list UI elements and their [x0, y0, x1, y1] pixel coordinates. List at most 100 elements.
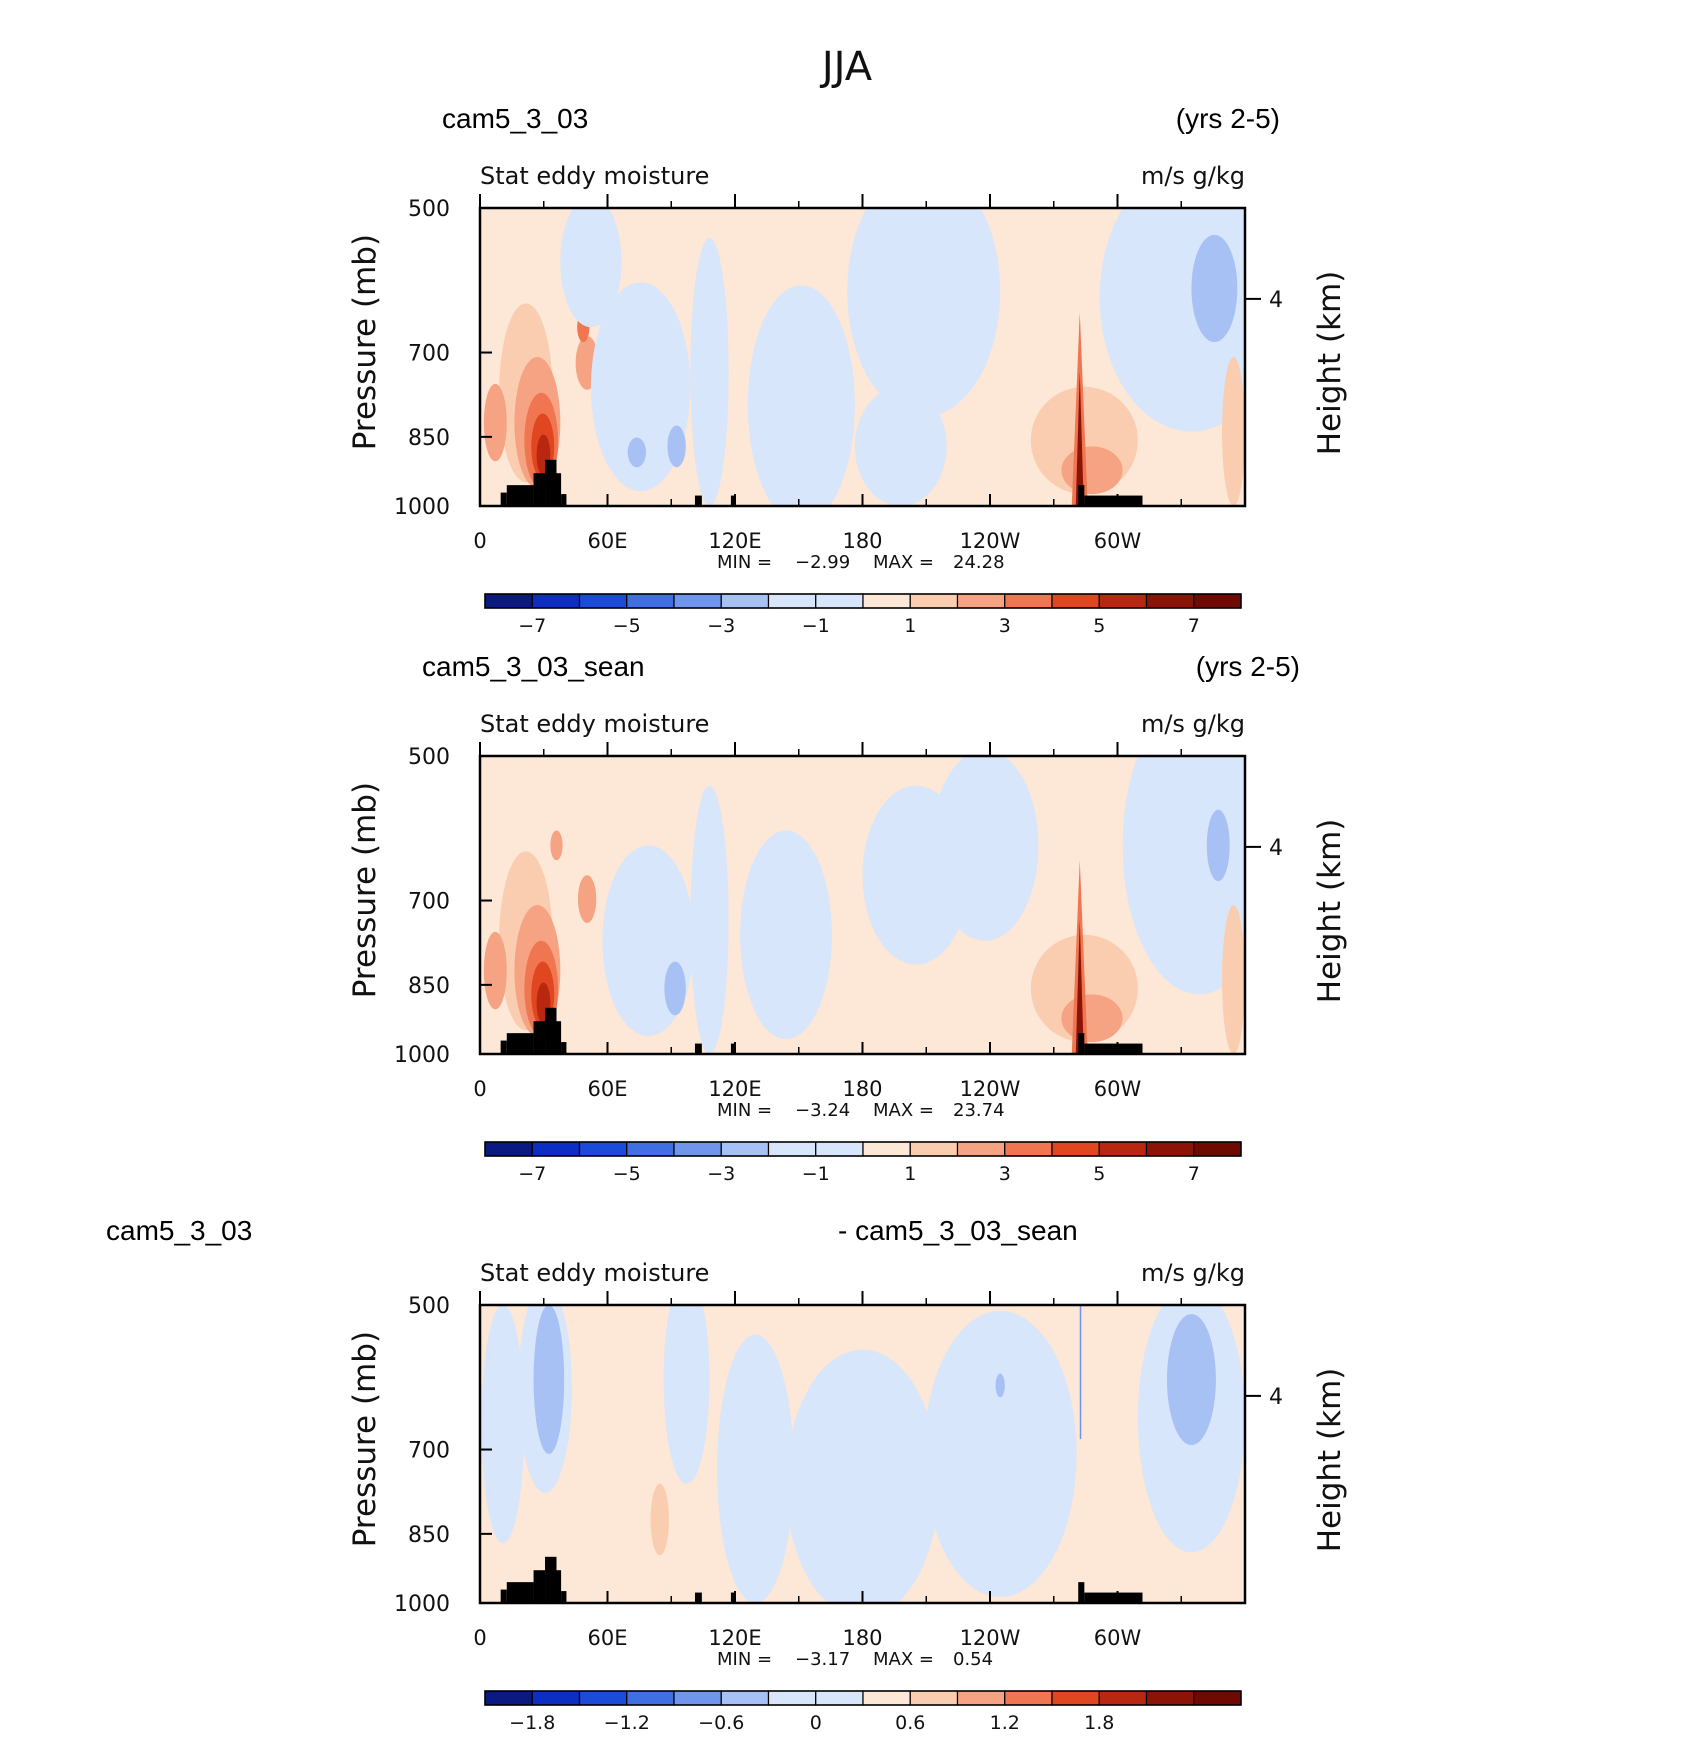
colorbar-swatch: [578, 593, 628, 609]
x-tick-label: 60W: [1094, 1077, 1142, 1101]
colorbar-frame: [484, 1690, 1242, 1706]
colorbar-swatch: [484, 1141, 533, 1157]
y-axis-title: Pressure (mb): [347, 1331, 383, 1547]
contour-region: [786, 1349, 939, 1603]
topography: [561, 1591, 567, 1603]
contour-region: [740, 830, 832, 1040]
case-name: cam5_3_03: [442, 103, 588, 134]
y-right-axis-title: Height (km): [1312, 271, 1348, 456]
colorbar-swatch: [1051, 1141, 1100, 1157]
colorbar-swatch: [767, 1141, 817, 1157]
colorbar-label: 1.2: [990, 1712, 1020, 1734]
colorbar-label: −5: [613, 1163, 641, 1185]
y-tick-label: 700: [408, 1439, 450, 1464]
colorbar-swatch: [815, 1141, 864, 1157]
colorbar-swatch: [578, 1141, 628, 1157]
variable-label: Stat eddy moisture: [480, 1259, 709, 1287]
colorbar-label: 7: [1188, 1163, 1200, 1185]
topography: [533, 473, 546, 506]
max-value: 23.74: [953, 1100, 1005, 1121]
colorbar-swatch: [767, 593, 817, 609]
x-tick-label: 120W: [960, 529, 1021, 553]
colorbar-label: 5: [1093, 1163, 1105, 1185]
colorbar-swatch: [720, 1141, 770, 1157]
colorbar-swatch: [720, 593, 770, 609]
colorbar-swatch: [626, 1141, 675, 1157]
contour-region: [1191, 234, 1238, 343]
contour-region: [1166, 1313, 1216, 1446]
contour-region: [650, 1483, 669, 1556]
colorbar-label: −3: [707, 1163, 735, 1185]
x-tick-label: 60E: [588, 1077, 628, 1101]
topography: [545, 1007, 557, 1054]
colorbar-label: −7: [518, 615, 546, 637]
y-tick-label: 500: [408, 197, 450, 222]
colorbar-swatch: [626, 1690, 675, 1706]
contour-region: [598, 1305, 660, 1589]
x-tick-label: 60E: [588, 529, 628, 553]
max-label: MAX =: [873, 552, 934, 573]
colorbar-swatch: [1193, 1141, 1242, 1157]
colorbar-label: 5: [1093, 615, 1105, 637]
y-tick-label: 500: [408, 1294, 450, 1319]
topography: [533, 1570, 546, 1603]
topography: [1078, 485, 1085, 506]
colorbar-swatch: [862, 1690, 911, 1706]
x-tick-label: 120W: [960, 1077, 1021, 1101]
contour-region: [1222, 905, 1245, 1054]
topography: [1084, 1592, 1143, 1603]
topography: [694, 1592, 702, 1603]
topography: [694, 1043, 702, 1054]
colorbar-label: 3: [999, 615, 1011, 637]
min-label: MIN =: [717, 1100, 772, 1121]
colorbar-label: 0: [810, 1712, 822, 1734]
topography: [500, 1040, 507, 1054]
y-right-tick-label: 4: [1269, 1385, 1283, 1410]
contour-region: [560, 208, 622, 328]
colorbar-swatch: [531, 1141, 581, 1157]
contour-region: [533, 1305, 565, 1454]
max-value: 24.28: [953, 552, 1005, 573]
topography: [506, 485, 534, 506]
colorbar-label: 1: [904, 615, 916, 637]
contour-region: [483, 931, 507, 1010]
colorbar-swatch: [578, 1690, 628, 1706]
case-name-left: cam5_3_03: [106, 1215, 252, 1246]
topography: [506, 1582, 534, 1603]
x-tick-label: 120W: [960, 1626, 1021, 1650]
colorbar-swatch: [815, 593, 864, 609]
figure-title: JJA: [819, 44, 873, 90]
contour-region: [667, 425, 686, 468]
contour-region: [1222, 357, 1245, 506]
contour-region: [690, 237, 729, 506]
colorbar-swatch: [956, 593, 1006, 609]
min-label: MIN =: [717, 1649, 772, 1670]
contour-region: [481, 1305, 525, 1544]
y-axis-title: Pressure (mb): [347, 782, 383, 998]
variable-label: Stat eddy moisture: [480, 710, 709, 738]
contour-region: [1069, 1513, 1131, 1586]
colorbar-swatch: [673, 1690, 722, 1706]
contour-region: [717, 1334, 794, 1603]
case-name: cam5_3_03_sean: [422, 651, 645, 682]
colorbar-swatch: [956, 1690, 1006, 1706]
contour-region: [1075, 919, 1084, 1054]
colorbar-swatch: [484, 1690, 533, 1706]
max-value: 0.54: [953, 1649, 993, 1670]
contour-region: [1099, 208, 1245, 432]
x-tick-label: 0: [473, 1077, 486, 1101]
x-tick-label: 180: [842, 1077, 882, 1101]
x-tick-label: 120E: [708, 529, 761, 553]
topography: [730, 495, 735, 506]
colorbar-swatch: [531, 1690, 581, 1706]
y-tick-label: 700: [408, 890, 450, 915]
colorbar-swatch: [626, 593, 675, 609]
contour-region: [995, 1373, 1005, 1398]
contour-region: [931, 756, 1039, 941]
colorbar-label: 1: [904, 1163, 916, 1185]
x-tick-label: 180: [842, 1626, 882, 1650]
colorbar-swatch: [1193, 1690, 1242, 1706]
colorbar-swatch: [1098, 593, 1148, 609]
colorbar-label: −1.8: [509, 1712, 555, 1734]
x-tick-label: 60E: [588, 1626, 628, 1650]
